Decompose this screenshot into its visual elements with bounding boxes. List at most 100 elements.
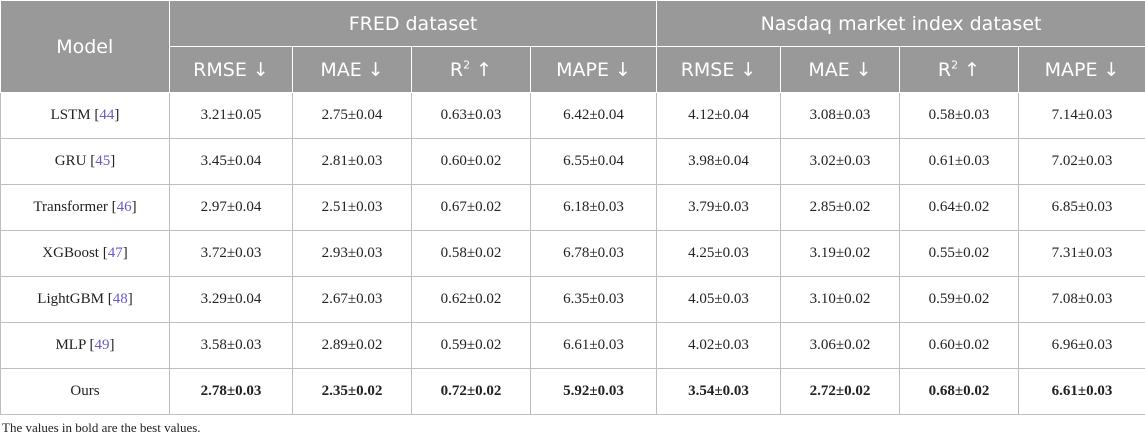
metric-value-cell: 3.08±0.03 [781,93,900,139]
metric-value-cell: 6.42±0.04 [531,93,657,139]
metric-value-cell: 3.45±0.04 [170,139,293,185]
metric-value-cell: 6.18±0.03 [531,185,657,231]
metric-name: MAPE [1045,59,1098,81]
metric-value-cell: 4.05±0.03 [657,277,781,323]
metric-value-cell: 6.85±0.03 [1019,185,1145,231]
metric-direction-arrow: ↑ [964,59,980,81]
column-header-metric: R2 ↑ [900,47,1019,93]
metric-value-cell: 0.59±0.02 [900,277,1019,323]
metric-value-cell: 7.02±0.03 [1019,139,1145,185]
column-header-metric: RMSE ↓ [170,47,293,93]
metric-value-cell: 4.02±0.03 [657,323,781,369]
metric-value-cell: 2.78±0.03 [170,369,293,415]
metric-direction-arrow: ↓ [856,59,872,81]
metric-value-cell: 6.61±0.03 [1019,369,1145,415]
column-group-fred: FRED dataset [170,1,657,47]
model-name-cell: MLP [49] [1,323,170,369]
metric-value-cell: 6.55±0.04 [531,139,657,185]
metric-value-cell: 3.79±0.03 [657,185,781,231]
header-row-groups: Model FRED dataset Nasdaq market index d… [1,1,1145,47]
metric-value-cell: 2.93±0.03 [293,231,412,277]
citation-link[interactable]: 49 [95,337,110,353]
metric-value-cell: 6.96±0.03 [1019,323,1145,369]
metric-direction-arrow: ↓ [1104,59,1120,81]
column-header-metric: MAPE ↓ [531,47,657,93]
metric-value-cell: 2.67±0.03 [293,277,412,323]
metric-name: MAE [320,59,361,81]
model-name: Transformer [33,199,107,215]
metric-value-cell: 6.78±0.03 [531,231,657,277]
column-group-nasdaq: Nasdaq market index dataset [657,1,1145,47]
metric-value-cell: 3.02±0.03 [781,139,900,185]
model-name-cell: Ours [1,369,170,415]
table-footnote: The values in bold are the best values. [2,420,201,436]
metric-value-cell: 3.06±0.02 [781,323,900,369]
metric-value-cell: 2.51±0.03 [293,185,412,231]
metric-value-cell: 7.31±0.03 [1019,231,1145,277]
metric-direction-arrow: ↓ [615,59,631,81]
metric-value-cell: 2.97±0.04 [170,185,293,231]
metric-value-cell: 2.75±0.04 [293,93,412,139]
metric-direction-arrow: ↓ [253,59,269,81]
metric-value-cell: 6.35±0.03 [531,277,657,323]
metric-value-cell: 3.19±0.02 [781,231,900,277]
metric-value-cell: 0.67±0.02 [412,185,531,231]
model-name: XGBoost [42,245,99,261]
citation-link[interactable]: 46 [117,199,132,215]
citation-link[interactable]: 48 [113,291,128,307]
metric-value-cell: 2.81±0.03 [293,139,412,185]
header-row-metrics: RMSE ↓MAE ↓R2 ↑MAPE ↓RMSE ↓MAE ↓R2 ↑MAPE… [1,47,1145,93]
column-header-metric: MAE ↓ [293,47,412,93]
metric-direction-arrow: ↓ [740,59,756,81]
citation-link[interactable]: 45 [95,153,110,169]
metric-value-cell: 0.59±0.02 [412,323,531,369]
model-name-cell: GRU [45] [1,139,170,185]
model-name: Ours [70,383,99,399]
metric-value-cell: 3.29±0.04 [170,277,293,323]
model-name: MLP [55,337,85,353]
metric-value-cell: 0.58±0.03 [900,93,1019,139]
metric-direction-arrow: ↓ [368,59,384,81]
metric-value-cell: 0.58±0.02 [412,231,531,277]
results-table: Model FRED dataset Nasdaq market index d… [0,0,1145,415]
metric-superscript: 2 [951,58,958,71]
metric-name: RMSE [681,59,735,81]
metric-name: MAE [808,59,849,81]
metric-value-cell: 0.60±0.02 [900,323,1019,369]
metric-value-cell: 2.72±0.02 [781,369,900,415]
metric-value-cell: 0.68±0.02 [900,369,1019,415]
model-name: LSTM [51,107,91,123]
metric-value-cell: 0.61±0.03 [900,139,1019,185]
column-header-metric: RMSE ↓ [657,47,781,93]
column-header-metric: MAE ↓ [781,47,900,93]
metric-value-cell: 2.85±0.02 [781,185,900,231]
metric-value-cell: 0.60±0.02 [412,139,531,185]
metric-value-cell: 5.92±0.03 [531,369,657,415]
column-header-metric: MAPE ↓ [1019,47,1145,93]
metric-value-cell: 2.89±0.02 [293,323,412,369]
metric-value-cell: 3.98±0.04 [657,139,781,185]
metric-value-cell: 2.35±0.02 [293,369,412,415]
column-header-metric: R2 ↑ [412,47,531,93]
metric-value-cell: 0.55±0.02 [900,231,1019,277]
metric-value-cell: 7.14±0.03 [1019,93,1145,139]
metric-name: R [938,59,951,81]
model-name-cell: XGBoost [47] [1,231,170,277]
model-name: GRU [55,153,87,169]
metric-value-cell: 0.62±0.02 [412,277,531,323]
metric-direction-arrow: ↑ [476,59,492,81]
metric-value-cell: 0.72±0.02 [412,369,531,415]
citation-link[interactable]: 47 [108,245,123,261]
metric-name: R [450,59,463,81]
metric-superscript: 2 [463,58,470,71]
model-name-cell: Transformer [46] [1,185,170,231]
metric-value-cell: 0.64±0.02 [900,185,1019,231]
citation-link[interactable]: 44 [99,107,114,123]
